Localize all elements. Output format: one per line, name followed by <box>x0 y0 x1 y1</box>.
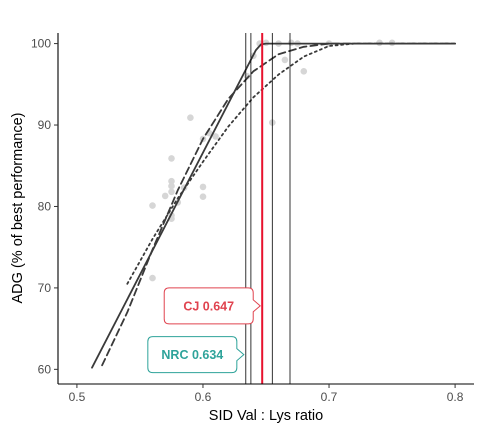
data-point <box>199 183 207 191</box>
x-tick-label: 0.8 <box>447 390 464 404</box>
fit-curve-dotted <box>126 42 457 285</box>
data-point <box>300 68 308 75</box>
y-tick-label: 90 <box>38 118 52 132</box>
x-tick-label: 0.5 <box>69 390 86 404</box>
callout-box <box>147 336 245 374</box>
y-axis-title: ADG (% of best performance) <box>10 113 26 304</box>
x-tick-label: 0.7 <box>321 390 338 404</box>
data-point <box>161 192 169 200</box>
callout-box <box>163 287 261 325</box>
x-ticks: 0.5 0.6 0.7 0.8 <box>69 384 464 404</box>
callout-nrc: NRC 0.634 <box>147 336 245 374</box>
data-point <box>168 155 175 162</box>
callout-label: NRC 0.634 <box>161 348 223 362</box>
data-point <box>199 193 207 200</box>
data-point <box>149 274 156 282</box>
fit-curve-solid <box>91 42 457 369</box>
y-tick-label: 70 <box>38 281 52 295</box>
axes <box>57 33 474 385</box>
x-tick-label: 0.6 <box>195 390 212 404</box>
data-point <box>149 202 156 209</box>
callout-cj: CJ 0.647 <box>163 287 261 325</box>
x-axis-title: SID Val : Lys ratio <box>209 408 323 424</box>
y-tick-label: 80 <box>38 199 52 213</box>
data-point <box>187 114 194 121</box>
data-point <box>168 182 175 190</box>
data-point <box>168 177 175 185</box>
callouts: CJ 0.647 NRC 0.634 <box>147 287 261 374</box>
data-point <box>168 188 175 196</box>
fit-curves <box>91 42 457 369</box>
data-point <box>212 133 219 140</box>
y-tick-label: 60 <box>38 362 52 376</box>
y-ticks: 60 70 80 90 100 <box>31 37 58 376</box>
data-point <box>281 56 289 64</box>
callout-label: CJ 0.647 <box>183 299 234 313</box>
y-tick-label: 100 <box>31 37 51 51</box>
reference-lines <box>245 33 291 384</box>
